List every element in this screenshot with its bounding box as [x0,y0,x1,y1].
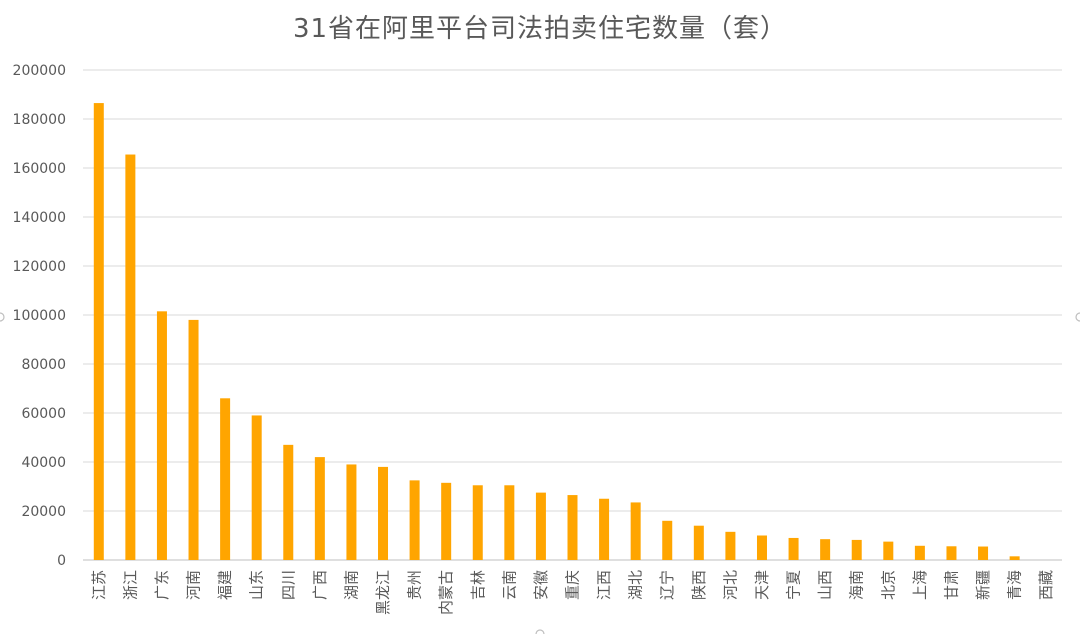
x-category-label: 浙江 [121,570,139,600]
y-tick-label: 100000 [13,308,66,324]
resize-handle [535,629,545,634]
bar [346,464,357,560]
resize-handle [0,312,5,322]
x-category-label: 北京 [879,570,897,600]
bar [883,541,894,560]
x-category-label: 江苏 [90,570,108,600]
bar [535,492,546,560]
x-category-label: 吉林 [469,570,487,600]
x-category-label: 山西 [816,570,834,600]
x-category-label: 山东 [248,570,266,600]
bar [1009,556,1020,560]
y-tick-label: 20000 [21,504,66,520]
y-tick-label: 200000 [13,63,66,79]
bar [441,482,452,560]
x-category-label: 河南 [185,570,203,600]
x-category-label: 黑龙江 [374,570,392,615]
x-category-label: 内蒙古 [437,570,455,615]
resize-handle [1075,312,1080,322]
x-category-label: 新疆 [974,570,992,600]
y-tick-label: 60000 [21,406,66,422]
x-category-label: 天津 [753,570,771,600]
y-tick-label: 120000 [13,259,66,275]
x-category-label: 云南 [500,570,518,600]
bar [472,485,483,560]
bar [662,520,673,560]
bar [914,545,925,560]
bar [283,444,294,560]
chart-title: 31省在阿里平台司法拍卖住宅数量（套） [292,14,788,44]
bar [978,546,989,560]
x-category-label: 重庆 [564,570,582,600]
bar [599,498,610,560]
x-category-label: 海南 [848,570,866,600]
x-category-label: 河北 [721,570,739,600]
x-category-label: 青海 [1006,570,1024,600]
x-category-label: 福建 [216,570,234,600]
bar [693,525,704,560]
x-category-label: 上海 [911,570,929,600]
bar [188,319,199,560]
bar [851,539,862,560]
bar [378,466,389,560]
bar [156,311,167,560]
x-category-label: 四川 [279,570,297,600]
x-category-label: 安徽 [532,570,550,600]
x-category-label: 江西 [595,570,613,600]
bar [251,415,262,560]
x-category-label: 湖北 [627,570,645,600]
y-tick-label: 180000 [13,112,66,128]
x-category-label: 贵州 [406,570,424,600]
x-category-label: 广西 [311,570,329,600]
x-category-label: 甘肃 [942,570,960,600]
y-tick-label: 0 [57,553,66,569]
bar [725,531,736,560]
y-tick-label: 80000 [21,357,66,373]
bar [567,495,578,560]
bar [314,457,325,560]
bar [756,535,767,560]
bar [125,154,136,560]
bar [788,537,799,560]
bar [409,480,420,560]
x-category-label: 辽宁 [658,570,676,600]
y-tick-label: 160000 [13,161,66,177]
bar [220,398,231,560]
x-category-label: 广东 [153,570,171,600]
bar [946,546,957,560]
x-category-label: 西藏 [1037,570,1055,600]
x-category-label: 宁夏 [785,570,803,600]
y-tick-label: 140000 [13,210,66,226]
bar [630,502,641,560]
x-category-label: 湖南 [342,570,360,600]
bar [93,103,104,560]
y-tick-label: 40000 [21,455,66,471]
x-category-label: 陕西 [690,570,708,600]
bar [504,485,515,560]
bar [820,539,831,560]
